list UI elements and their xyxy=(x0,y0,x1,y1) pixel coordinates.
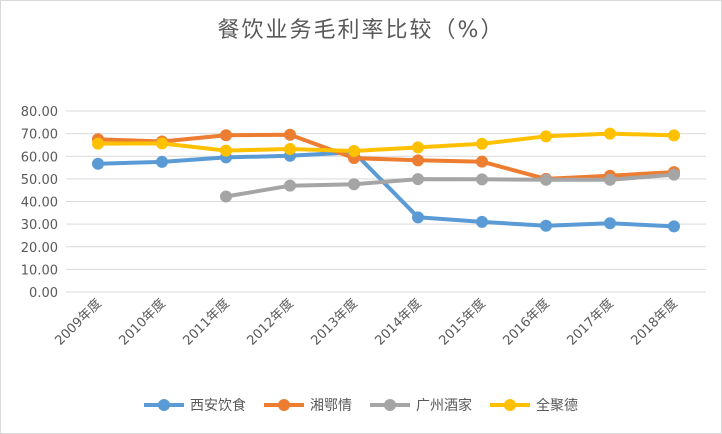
series-point-2-4 xyxy=(348,178,360,191)
x-tick-label: 2011年度 xyxy=(180,296,233,349)
legend-item: 全聚德 xyxy=(490,395,578,415)
legend-label: 广州酒家 xyxy=(416,398,472,414)
series-point-0-5 xyxy=(412,211,424,224)
series-point-2-2 xyxy=(220,190,232,203)
series-point-3-5 xyxy=(412,141,424,154)
legend: 西安饮食 湘鄂情 广州酒家 全聚德 xyxy=(0,392,722,418)
series-point-2-7 xyxy=(540,173,552,186)
series-point-3-0 xyxy=(92,137,104,150)
series-point-3-2 xyxy=(220,144,232,157)
legend-swatch xyxy=(144,398,184,412)
legend-item: 湘鄂情 xyxy=(264,395,352,415)
y-tick-label: 80.00 xyxy=(21,105,58,120)
y-tick-label: 70.00 xyxy=(21,128,58,143)
series-point-2-9 xyxy=(668,168,680,181)
x-tick-label: 2012年度 xyxy=(244,296,297,349)
x-tick-label: 2017年度 xyxy=(564,296,617,349)
x-tick-label: 2018年度 xyxy=(628,296,681,349)
series-point-2-3 xyxy=(284,179,296,192)
y-axis-ticks: 0.00 10.00 20.00 30.00 40.00 50.00 60.00 70.00 8… xyxy=(21,105,58,301)
x-tick-label: 2016年度 xyxy=(500,296,553,349)
series-point-3-6 xyxy=(476,137,488,150)
series-point-3-1 xyxy=(156,137,168,150)
chart-title: 餐饮业务毛利率比较（%） xyxy=(217,18,505,43)
legend-swatch xyxy=(264,398,304,412)
y-tick-label: 60.00 xyxy=(21,150,58,165)
series-line-0 xyxy=(96,150,676,229)
y-tick-label: 50.00 xyxy=(21,173,58,188)
series-point-0-8 xyxy=(604,217,616,230)
legend-item: 西安饮食 xyxy=(144,395,246,415)
series-point-1-5 xyxy=(412,154,424,167)
x-tick-label: 2014年度 xyxy=(372,296,425,349)
series-point-0-0 xyxy=(92,157,104,170)
legend-label: 全聚德 xyxy=(536,398,578,414)
series-line-3 xyxy=(96,131,676,153)
series-point-3-4 xyxy=(348,145,360,158)
series-point-1-3 xyxy=(284,128,296,141)
series-line-1 xyxy=(96,132,676,181)
series-point-3-8 xyxy=(604,127,616,140)
series-point-1-6 xyxy=(476,155,488,168)
y-tick-label: 20.00 xyxy=(21,241,58,256)
x-axis-ticks: 2009年度 2010年度 2011年度 2012年度 2013年度 2014年度 2015… xyxy=(52,296,681,349)
series-point-0-1 xyxy=(156,155,168,168)
series-point-2-8 xyxy=(604,173,616,186)
y-tick-label: 30.00 xyxy=(21,218,58,233)
y-tick-label: 10.00 xyxy=(21,263,58,278)
x-tick-label: 2009年度 xyxy=(52,296,105,349)
legend-label: 西安饮食 xyxy=(190,398,246,414)
series-points xyxy=(92,127,680,233)
x-tick-label: 2015年度 xyxy=(436,296,489,349)
legend-label: 湘鄂情 xyxy=(310,398,352,414)
legend-swatch xyxy=(490,398,530,412)
series-point-1-2 xyxy=(220,129,232,142)
series-point-0-6 xyxy=(476,215,488,228)
x-tick-label: 2010年度 xyxy=(116,296,169,349)
series-point-3-9 xyxy=(668,129,680,142)
y-tick-label: 0.00 xyxy=(29,286,58,301)
series-point-2-5 xyxy=(412,173,424,186)
y-tick-label: 40.00 xyxy=(21,196,58,211)
series-point-0-9 xyxy=(668,220,680,233)
series-lines xyxy=(96,131,676,229)
series-point-3-3 xyxy=(284,143,296,156)
series-point-2-6 xyxy=(476,173,488,186)
legend-swatch xyxy=(370,398,410,412)
legend-item: 广州酒家 xyxy=(370,395,472,415)
series-point-0-7 xyxy=(540,219,552,232)
x-tick-label: 2013年度 xyxy=(308,296,361,349)
series-line-2 xyxy=(224,172,676,199)
series-point-3-7 xyxy=(540,130,552,143)
